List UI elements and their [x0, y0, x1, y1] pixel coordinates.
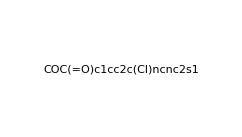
Text: COC(=O)c1cc2c(Cl)ncnc2s1: COC(=O)c1cc2c(Cl)ncnc2s1: [43, 64, 199, 74]
